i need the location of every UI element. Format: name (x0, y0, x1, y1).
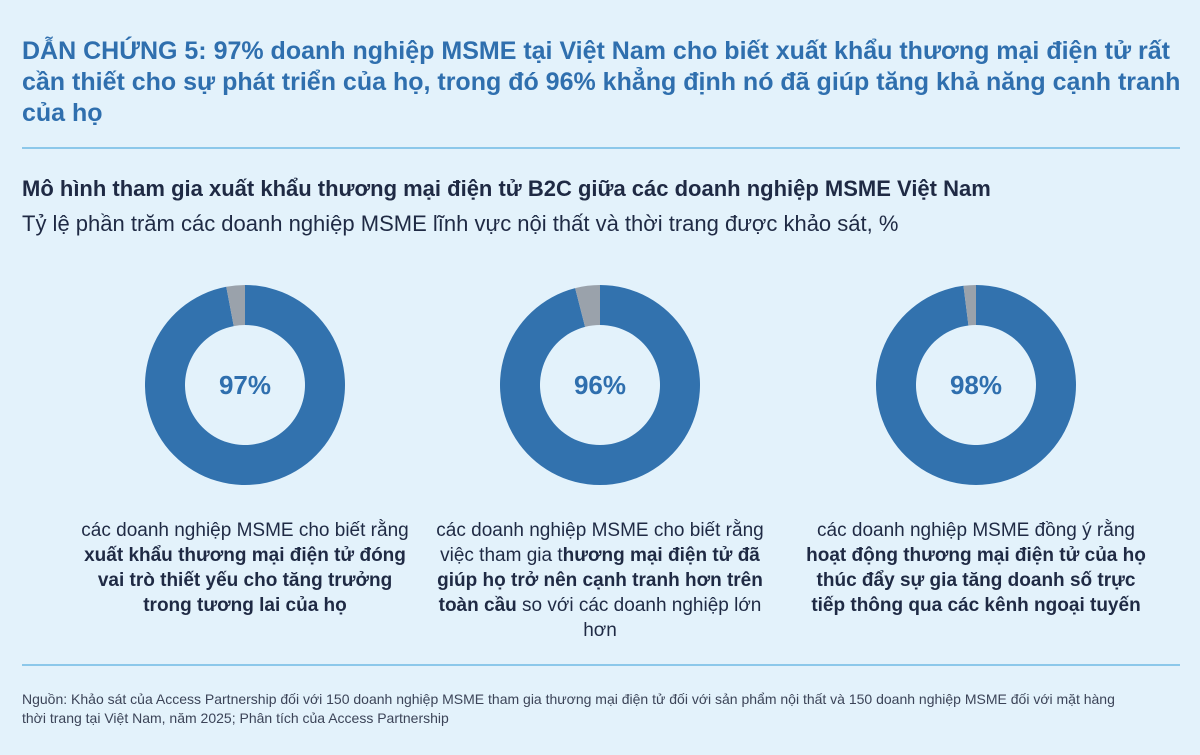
page-headline: DẪN CHỨNG 5: 97% doanh nghiệp MSME tại V… (22, 37, 1181, 127)
donut-chart-1: 97% (145, 285, 345, 485)
donut-3-caption: các doanh nghiệp MSME đồng ý rằng hoạt đ… (806, 518, 1146, 618)
donut-1-value-slice (145, 285, 345, 485)
donut-panel-3: 98% các doanh nghiệp MSME đồng ý rằng ho… (806, 280, 1146, 616)
chart-subtitle: Tỷ lệ phần trăm các doanh nghiệp MSME lĩ… (22, 211, 899, 236)
donut-1-caption: các doanh nghiệp MSME cho biết rằng xuất… (75, 518, 415, 618)
caption-emphasis: hương mại điện tử đã giúp họ trở nên cạn… (437, 545, 763, 616)
donut-3-value-label: 98% (950, 370, 1002, 400)
caption-text: các doanh nghiệp MSME cho biết rằng việc… (436, 520, 764, 566)
caption-text: so với các doanh nghiệp lớn hơn (516, 595, 762, 641)
donut-2-remainder-slice (575, 285, 600, 327)
donut-panel-1: 97% các doanh nghiệp MSME cho biết rằng … (75, 280, 415, 616)
donut-panel-2: 96% các doanh nghiệp MSME cho biết rằng … (430, 280, 770, 641)
donut-2-caption: các doanh nghiệp MSME cho biết rằng việc… (430, 518, 770, 643)
donut-chart-3: 98% (876, 285, 1076, 485)
caption-emphasis: xuất khẩu thương mại điện tử đóng vai tr… (84, 545, 406, 616)
top-divider (22, 147, 1180, 149)
caption-text: các doanh nghiệp MSME đồng ý rằng (817, 520, 1135, 541)
caption-text: các doanh nghiệp MSME cho biết rằng (81, 520, 409, 541)
caption-emphasis: hoạt động thương mại điện tử của họ thúc… (806, 545, 1146, 616)
donut-3-value-slice (876, 285, 1076, 485)
donut-1-value-label: 97% (219, 370, 271, 400)
bottom-divider (22, 664, 1180, 666)
source-note: Nguồn: Khảo sát của Access Partnership đ… (22, 691, 1115, 726)
donut-1-remainder-slice (226, 285, 245, 327)
donut-chart-2: 96% (499, 285, 700, 485)
chart-title: Mô hình tham gia xuất khẩu thương mại đi… (22, 176, 991, 201)
donut-2-value-label: 96% (574, 370, 626, 400)
donut-2-value-slice (499, 285, 700, 485)
donut-3-remainder-slice (963, 285, 976, 326)
